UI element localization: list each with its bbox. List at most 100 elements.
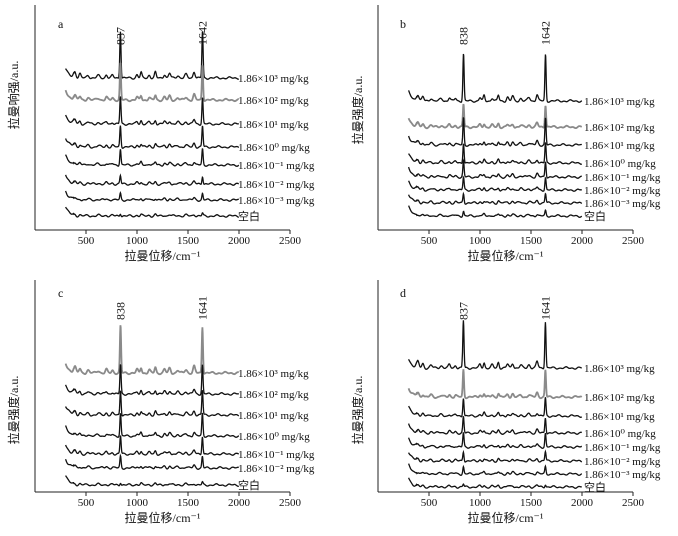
x-tick-label: 1000 [126, 235, 149, 247]
spectrum-line [408, 397, 583, 418]
x-tick-label: 2000 [571, 497, 594, 509]
series-label: 1.86×10⁻² mg/kg [584, 456, 661, 468]
spectrum-line [65, 206, 239, 218]
x-tick-label: 2000 [228, 497, 251, 509]
y-axis-title: 拉曼响强/a.u. [6, 61, 21, 130]
x-tick-label: 2500 [279, 497, 302, 509]
x-axis-title: 拉曼位移/cm⁻¹ [125, 248, 201, 263]
series-label: 1.86×10³ mg/kg [238, 73, 309, 85]
spectrum-line [408, 142, 582, 165]
spectrum-line [407, 369, 583, 400]
series-label: 1.86×10⁻² mg/kg [584, 185, 661, 197]
series-label: 1.86×10⁰ mg/kg [238, 142, 310, 154]
x-tick-label: 500 [421, 235, 438, 247]
spectrum-line [64, 190, 239, 202]
series-label: 1.86×10¹ mg/kg [238, 410, 309, 422]
panel-d: 500 1000 1500 2000 2500 拉曼位移/cm⁻¹ 拉曼强度/a.u. d 1.… [350, 280, 661, 525]
spectrum-line [64, 325, 240, 376]
spectrum-line [408, 175, 583, 192]
spectrum-line [65, 390, 240, 417]
spectrum-line [64, 173, 240, 186]
series-label: 1.86×10⁻¹ mg/kg [584, 442, 661, 454]
series-label: 1.86×10⁻³ mg/kg [584, 198, 661, 210]
series-label: 1.86×10² mg/kg [584, 122, 655, 134]
x-tick-label: 500 [78, 235, 95, 247]
panel-label: d [400, 286, 406, 300]
peak-label: 1642 [538, 21, 552, 45]
x-tick-label: 2500 [622, 497, 645, 509]
spectrum-line [65, 475, 240, 487]
panel-label: c [58, 286, 63, 300]
series-label: 1.86×10³ mg/kg [238, 368, 309, 380]
series-label: 1.86×10⁰ mg/kg [238, 431, 310, 443]
spectrum-line [407, 158, 583, 179]
series-label: 1.86×10⁻² mg/kg [238, 179, 315, 191]
x-tick-label: 2000 [571, 235, 594, 247]
spectrum-line [64, 412, 240, 438]
peak-label: 1641 [195, 296, 209, 320]
x-tick-label: 2500 [622, 235, 645, 247]
peak-label: 837 [456, 302, 470, 320]
peak-label: 1642 [195, 21, 209, 45]
spectrum-line [65, 31, 239, 80]
spectrum-line [407, 191, 583, 205]
spectrum-line [408, 449, 583, 463]
series-label: 1.86×10⁻¹ mg/kg [584, 172, 661, 184]
x-tick-label: 1000 [469, 235, 492, 247]
spectrum-line [65, 148, 240, 167]
series-label: 1.86×10⁻¹ mg/kg [238, 449, 315, 461]
series-label: 空白 [584, 209, 606, 223]
spectrum-line [407, 463, 583, 476]
series-label: 1.86×10¹ mg/kg [584, 140, 655, 152]
x-tick-label: 1500 [177, 497, 200, 509]
spectrum-line [407, 117, 583, 147]
spectrum-line [65, 96, 239, 126]
series-label: 1.86×10¹ mg/kg [238, 119, 309, 131]
x-axis-title: 拉曼位移/cm⁻¹ [125, 510, 201, 525]
y-axis-title: 拉曼强度/a.u. [350, 76, 365, 145]
panel-a: 500 1000 1500 2000 2500 拉曼位移/cm⁻¹ 拉曼响强/a.u. a 1.… [6, 5, 315, 263]
series-label: 1.86×10² mg/kg [238, 389, 309, 401]
series-label: 1.86×10¹ mg/kg [584, 411, 655, 423]
series-label: 1.86×10⁰ mg/kg [584, 428, 656, 440]
panel-label: b [400, 17, 406, 31]
spectrum-line [407, 432, 583, 449]
peak-label: 1641 [538, 296, 552, 320]
y-axis-title: 拉曼强度/a.u. [350, 376, 365, 445]
spectrum-line [64, 364, 240, 396]
series-label: 1.86×10⁻³ mg/kg [238, 195, 315, 207]
peak-label: 838 [456, 27, 470, 45]
panel-label: a [58, 17, 64, 31]
x-axis-title: 拉曼位移/cm⁻¹ [468, 510, 544, 525]
series-label: 空白 [238, 478, 260, 492]
x-tick-label: 2500 [279, 235, 302, 247]
spectrum-line [65, 435, 240, 456]
x-tick-label: 1000 [469, 497, 492, 509]
series-label: 1.86×10⁻¹ mg/kg [238, 160, 315, 172]
x-tick-label: 500 [78, 497, 95, 509]
spectrum-line [407, 53, 583, 103]
spectrum-line [407, 416, 583, 435]
x-tick-label: 1500 [177, 235, 200, 247]
spectrum-line [407, 103, 583, 130]
y-axis-title: 拉曼强度/a.u. [6, 376, 21, 445]
spectrum-line [408, 205, 583, 218]
series-label: 1.86×10³ mg/kg [584, 96, 655, 108]
series-label: 1.86×10² mg/kg [584, 392, 655, 404]
panel-b: 500 1000 1500 2000 2500 拉曼位移/cm⁻¹ 拉曼强度/a.u. b 1.… [350, 5, 661, 263]
x-tick-label: 1500 [520, 235, 543, 247]
spectrum-line [408, 320, 582, 370]
series-label: 1.86×10² mg/kg [238, 95, 309, 107]
x-axis-title: 拉曼位移/cm⁻¹ [468, 248, 544, 263]
series-label: 1.86×10⁻³ mg/kg [584, 469, 661, 481]
x-tick-label: 2000 [228, 235, 251, 247]
x-tick-label: 1000 [126, 497, 149, 509]
series-label: 空白 [584, 480, 606, 494]
spectrum-line [64, 125, 240, 149]
series-label: 1.86×10⁰ mg/kg [584, 158, 656, 170]
peak-label: 838 [113, 302, 127, 320]
spectrum-line [408, 477, 582, 489]
panel-c: 500 1000 1500 2000 2500 拉曼位移/cm⁻¹ 拉曼强度/a.u. c 1.… [6, 280, 315, 525]
spectrum-line [64, 62, 240, 103]
